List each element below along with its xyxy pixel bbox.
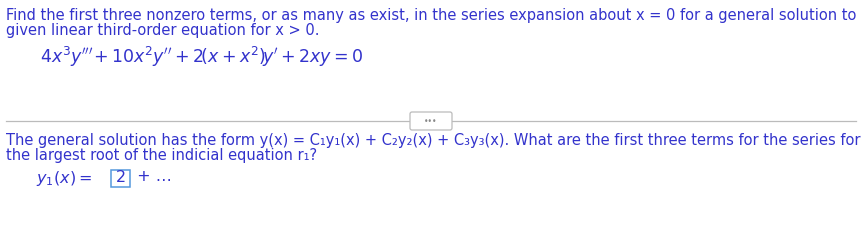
Text: $4x^3y^{\prime\prime\prime\!} + 10x^2y^{\prime\prime} + 2\!\left(x+x^2\right)\!y: $4x^3y^{\prime\prime\prime\!} + 10x^2y^{… <box>40 45 363 69</box>
Text: •••: ••• <box>424 117 437 125</box>
Text: the largest root of the indicial equation r₁?: the largest root of the indicial equatio… <box>6 148 317 163</box>
Text: Find the first three nonzero terms, or as many as exist, in the series expansion: Find the first three nonzero terms, or a… <box>6 8 861 23</box>
Text: $y_1(x) =$: $y_1(x) =$ <box>36 169 92 188</box>
Text: given linear third-order equation for x > 0.: given linear third-order equation for x … <box>6 23 319 38</box>
FancyBboxPatch shape <box>111 170 130 186</box>
Text: 2: 2 <box>115 171 126 185</box>
Text: + …: + … <box>132 169 171 184</box>
Text: The general solution has the form y(x) = C₁y₁(x) + C₂y₂(x) + C₃y₃(x). What are t: The general solution has the form y(x) =… <box>6 133 859 148</box>
FancyBboxPatch shape <box>410 112 451 130</box>
